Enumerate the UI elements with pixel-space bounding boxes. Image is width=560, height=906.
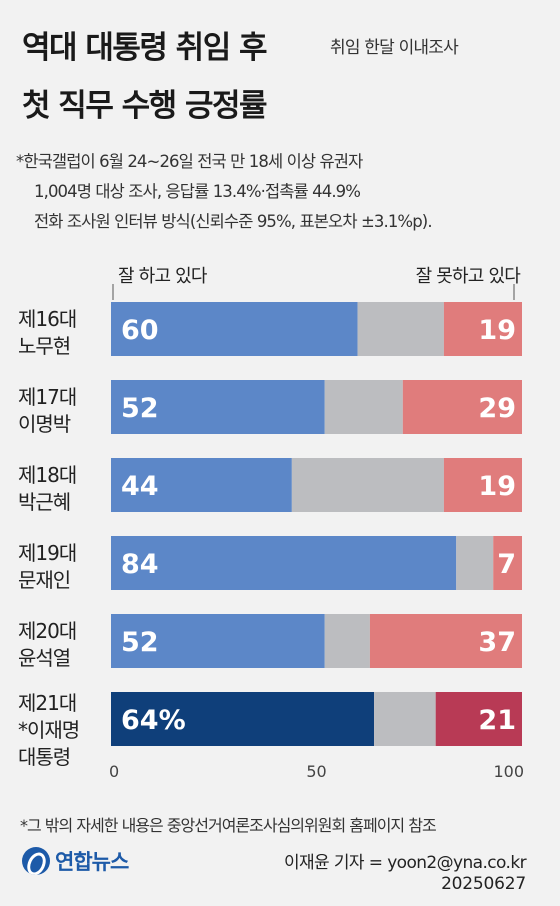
x-tick-label-0: 0: [109, 762, 119, 781]
bar-neutral-3: [456, 536, 494, 590]
survey-note-line1: *한국갤럽이 6월 24~26일 전국 만 18세 이상 유권자: [16, 152, 363, 171]
bar-neutral-1: [324, 380, 403, 434]
president-label-2: 제18대 박근혜: [18, 463, 77, 514]
bar-negative-4: [369, 614, 522, 668]
value-label-negative-2: 19: [478, 471, 516, 502]
survey-note-line2: 1,004명 대상 조사, 응답률 13.4%·접촉률 44.9%: [34, 182, 361, 201]
publish-date: 20250627: [441, 874, 526, 894]
bar-negative-2: [443, 458, 522, 512]
value-label-positive-0: 60: [121, 315, 159, 346]
value-label-negative-4: 37: [478, 627, 516, 658]
yonhap-logo-icon: [22, 847, 50, 875]
value-label-negative-3: 7: [497, 549, 516, 580]
bar-positive-1: [111, 380, 325, 434]
x-tick-label-2: 100: [493, 762, 524, 781]
bar-positive-4: [111, 614, 325, 668]
bar-neutral-5: [374, 692, 436, 746]
bar-neutral-4: [324, 614, 370, 668]
survey-note-line3: 전화 조사원 인터뷰 방식(신뢰수준 95%, 표본오차 ±3.1%p).: [34, 212, 433, 231]
logo-text: 연합뉴스: [55, 850, 129, 874]
value-label-negative-1: 29: [478, 393, 516, 424]
bar-positive-0: [111, 302, 358, 356]
bar-neutral-2: [291, 458, 444, 512]
value-label-positive-2: 44: [121, 471, 159, 502]
legend-positive-label: 잘 하고 있다: [118, 266, 207, 287]
value-label-positive-5: 64%: [121, 705, 186, 736]
bar-negative-3: [493, 536, 522, 590]
bar-negative-1: [402, 380, 522, 434]
president-label-5: 제21대 *이재명 대통령: [18, 691, 80, 769]
page-title-line1: 역대 대통령 취임 후: [22, 30, 268, 66]
value-label-positive-3: 84: [121, 549, 159, 580]
value-label-negative-5: 21: [478, 705, 516, 736]
page-subtitle: 취임 한달 이내조사: [330, 38, 459, 58]
president-label-3: 제19대 문재인: [18, 541, 77, 592]
bar-negative-5: [435, 692, 522, 746]
page-title-line2: 첫 직무 수행 긍정률: [22, 88, 268, 124]
reporter-credit: 이재윤 기자 = yoon2@yna.co.kr: [283, 853, 527, 873]
bar-negative-0: [443, 302, 522, 356]
legend-negative-label: 잘 못하고 있다: [415, 266, 521, 287]
bar-positive-2: [111, 458, 292, 512]
president-label-1: 제17대 이명박: [18, 385, 77, 436]
yonhap-logo: 연합뉴스: [22, 846, 129, 876]
bar-positive-5: [111, 692, 375, 746]
footnote: *그 밖의 자세한 내용은 중앙선거여론조사심의위원회 홈페이지 참조: [20, 816, 437, 835]
value-label-positive-4: 52: [121, 627, 159, 658]
bar-neutral-0: [357, 302, 444, 356]
value-label-positive-1: 52: [121, 393, 159, 424]
value-label-negative-0: 19: [478, 315, 516, 346]
president-label-4: 제20대 윤석열: [18, 619, 77, 670]
president-label-0: 제16대 노무현: [18, 307, 77, 358]
bar-positive-3: [111, 536, 457, 590]
x-tick-label-1: 50: [306, 762, 326, 781]
